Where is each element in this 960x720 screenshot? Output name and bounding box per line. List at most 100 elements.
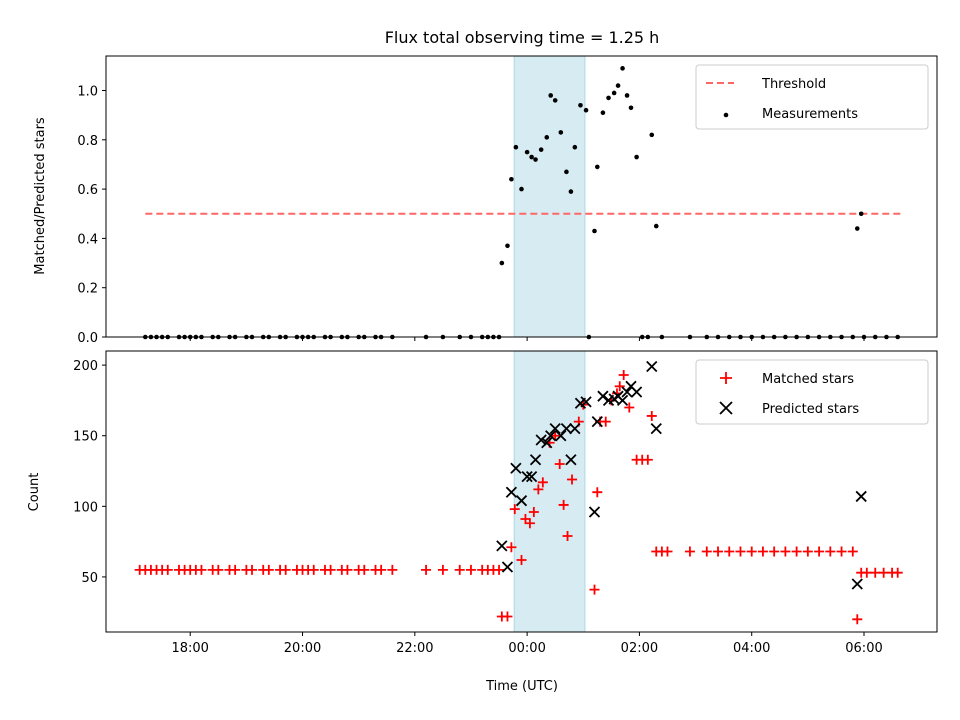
predicted-point <box>529 454 542 466</box>
predicted-point <box>521 471 533 483</box>
ratio-legend: Threshold Measurements <box>695 64 929 130</box>
predicted-point <box>855 490 867 503</box>
matched-point <box>600 416 611 427</box>
y-tick-label: 150 <box>73 430 98 445</box>
predicted-point <box>525 471 538 483</box>
data-point <box>513 144 519 150</box>
data-point <box>519 186 524 192</box>
count-axes: 50 100 150 200 18:00 20:00 22:00 00:00 02:00 04:0… <box>73 350 938 656</box>
matched-point <box>230 564 241 575</box>
x-tick-label: 04:00 <box>733 641 770 656</box>
matched-point <box>280 564 291 575</box>
x-tick-label: 00:00 <box>508 641 545 656</box>
predicted-point <box>496 540 508 552</box>
shaded-region <box>513 350 586 633</box>
predicted-point <box>591 415 603 428</box>
data-point <box>611 90 617 96</box>
matched-point <box>533 484 544 495</box>
data-point <box>499 260 505 266</box>
legend-label: Threshold <box>761 77 826 92</box>
matched-point <box>614 381 625 392</box>
data-point <box>624 93 630 98</box>
matched-point <box>494 564 505 575</box>
data-point <box>505 243 510 249</box>
legend-label: Predicted stars <box>762 402 859 417</box>
predicted-point <box>510 462 522 474</box>
y-tick-label: 0.0 <box>77 331 98 346</box>
matched-point <box>376 564 387 575</box>
matched-point <box>592 487 603 498</box>
predicted-point <box>588 506 601 518</box>
ratio-axes: 0.0 0.2 0.4 0.6 0.8 1.0 <box>77 55 938 346</box>
matched-point <box>437 564 448 575</box>
legend-key-matched <box>720 372 732 384</box>
matched-point <box>308 564 319 575</box>
observing-window-band <box>513 350 586 633</box>
count-marks <box>134 360 903 625</box>
matched-point <box>421 564 432 575</box>
matched-point <box>524 518 535 529</box>
data-point <box>595 164 600 170</box>
matched-point <box>757 546 768 557</box>
predicted-point <box>555 430 567 442</box>
data-point <box>854 226 860 231</box>
matched-point <box>713 546 724 557</box>
count-y-axis-label: Count <box>27 473 42 512</box>
data-point <box>606 95 611 101</box>
matched-point <box>589 584 600 595</box>
x-tick-label: 18:00 <box>171 641 208 656</box>
predicted-point <box>650 423 662 435</box>
data-point <box>572 144 578 150</box>
matched-point <box>516 554 527 565</box>
matched-point <box>520 514 531 525</box>
chart-title: Flux total observing time = 1.25 h <box>385 28 660 47</box>
matched-point <box>454 564 465 575</box>
matched-point <box>465 564 476 575</box>
matched-point <box>554 458 565 469</box>
shaded-region <box>513 55 586 338</box>
data-point <box>583 107 589 113</box>
y-tick-label: 50 <box>81 571 98 586</box>
predicted-point <box>565 454 577 466</box>
predicted-point <box>630 386 643 398</box>
predicted-point <box>541 437 553 449</box>
data-point <box>544 135 550 140</box>
matched-point <box>836 546 847 557</box>
predicted-point <box>597 390 609 402</box>
plot-frame <box>105 350 938 633</box>
matched-point <box>735 546 746 557</box>
data-point <box>509 176 514 182</box>
matched-point <box>246 564 257 575</box>
y-tick-label: 0.4 <box>77 232 98 247</box>
predicted-point <box>545 430 557 442</box>
data-point <box>524 149 530 155</box>
plot-frame <box>105 55 938 338</box>
predicted-point <box>569 423 581 435</box>
matched-point <box>825 546 836 557</box>
matched-point <box>387 564 398 575</box>
matched-point <box>537 477 548 488</box>
ratio-y-axis-label: Matched/Predicted stars <box>33 117 48 275</box>
matched-point <box>567 474 578 485</box>
predicted-point <box>851 578 863 590</box>
matched-point <box>642 454 653 465</box>
count-panel: 50 100 150 200 18:00 20:00 22:00 00:00 02:00 04:0… <box>27 350 938 694</box>
y-tick-label: 0.2 <box>77 282 98 297</box>
matched-point <box>359 564 370 575</box>
predicted-point <box>560 423 573 435</box>
matched-point <box>724 546 735 557</box>
legend-key-predicted <box>719 401 733 415</box>
matched-point <box>342 564 353 575</box>
data-point <box>548 93 553 98</box>
data-point <box>592 228 597 234</box>
matched-point <box>325 564 336 575</box>
x-tick-label: 20:00 <box>284 641 321 656</box>
predicted-point <box>616 394 629 407</box>
y-tick-label: 100 <box>73 500 98 515</box>
data-point <box>529 154 534 160</box>
predicted-point <box>549 423 561 435</box>
matched-point <box>746 546 757 557</box>
matched-point <box>861 567 872 578</box>
data-point <box>615 83 621 88</box>
